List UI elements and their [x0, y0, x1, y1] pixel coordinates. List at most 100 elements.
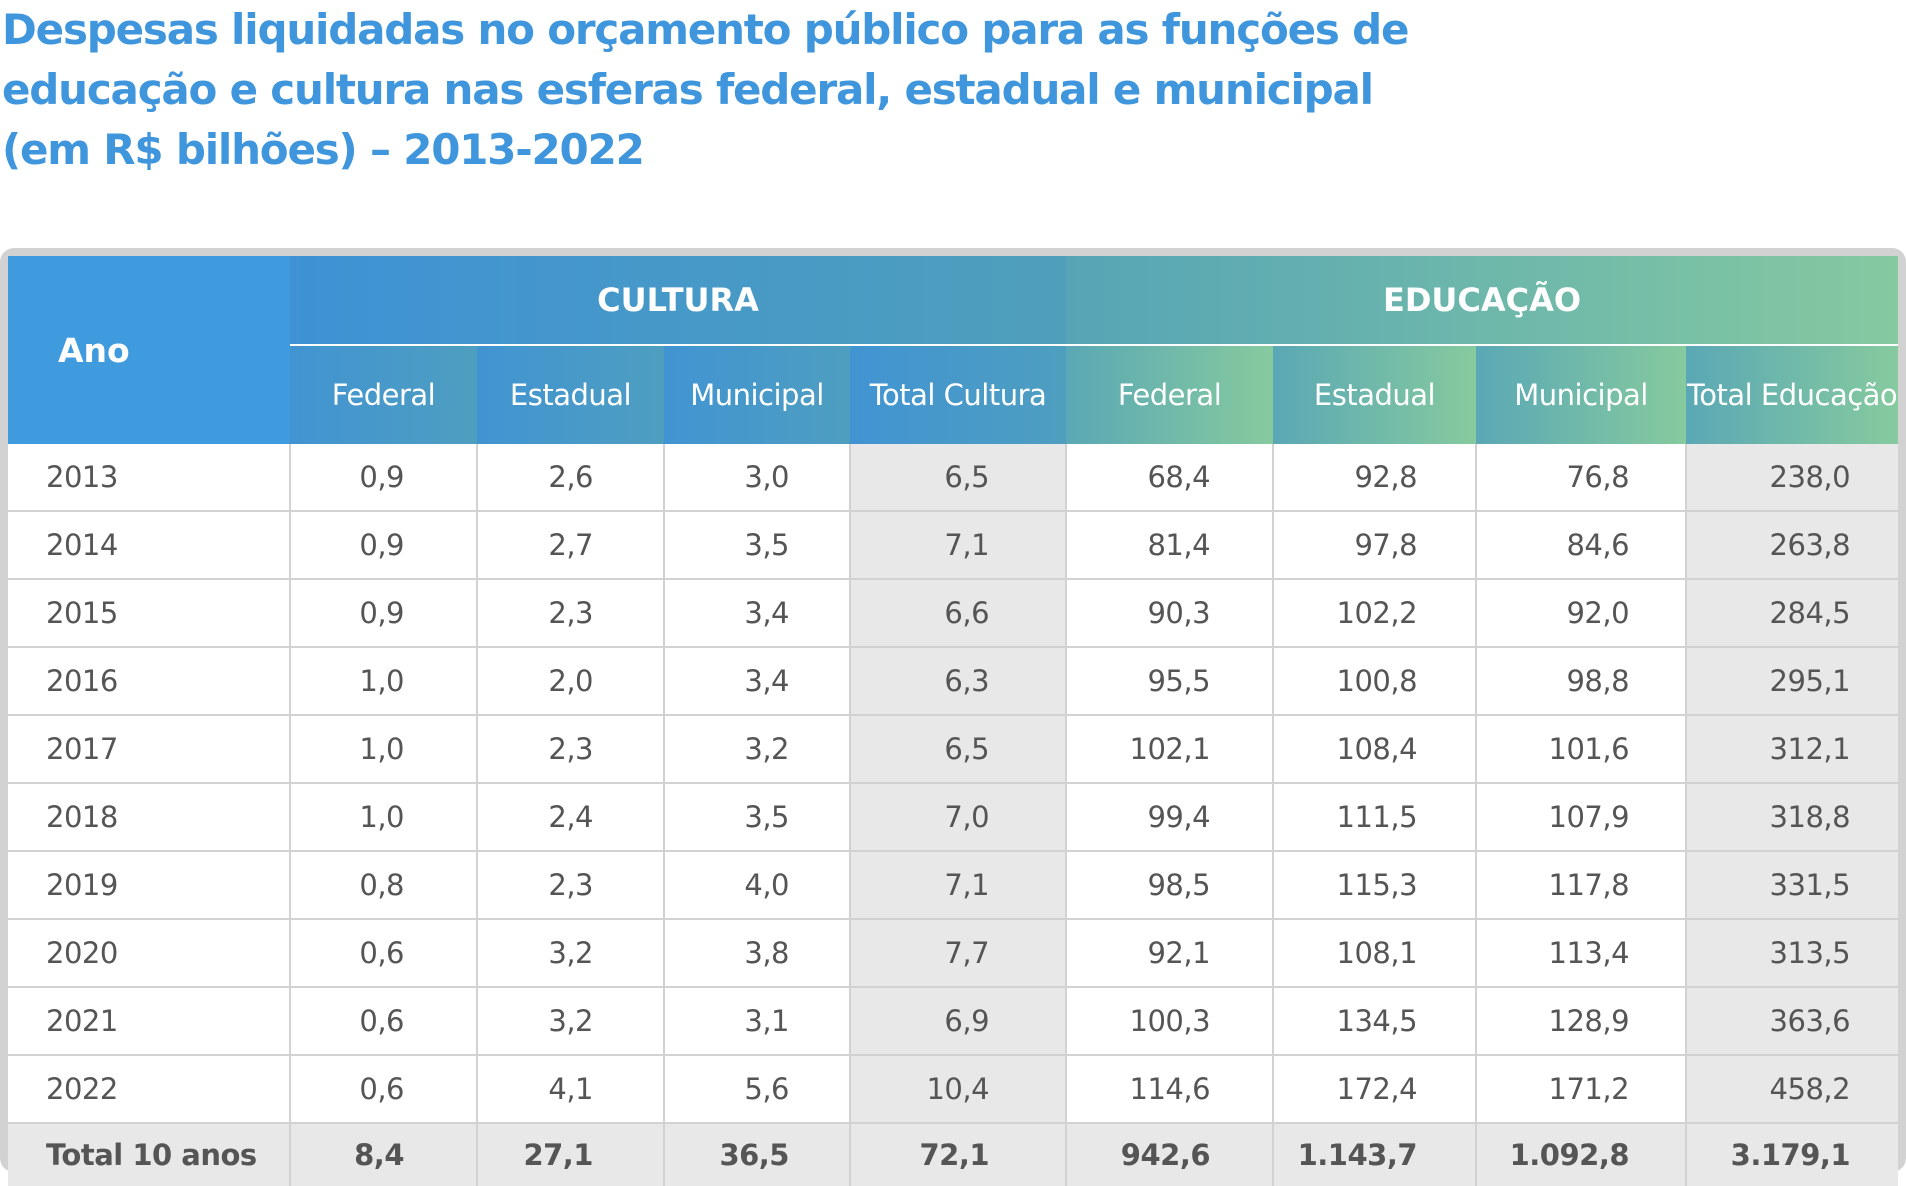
total-cultura-cell: 6,6 — [850, 579, 1068, 648]
total-cell: 72,1 — [850, 1123, 1068, 1186]
table-cell: 2,3 — [477, 579, 665, 648]
table-cell: 0,6 — [290, 919, 478, 988]
year-cell: 2021 — [8, 987, 291, 1056]
table-row: 2018 1,0 2,4 3,5 7,0 99,4 111,5 107,9 31… — [8, 783, 1899, 852]
table-row: 2014 0,9 2,7 3,5 7,1 81,4 97,8 84,6 263,… — [8, 511, 1899, 580]
table-row: 2019 0,8 2,3 4,0 7,1 98,5 115,3 117,8 33… — [8, 851, 1899, 920]
table-row: 2013 0,9 2,6 3,0 6,5 68,4 92,8 76,8 238,… — [8, 444, 1899, 512]
total-educacao-cell: 295,1 — [1686, 647, 1899, 716]
total-educacao-cell: 458,2 — [1686, 1055, 1899, 1124]
table-cell: 2,6 — [477, 444, 665, 512]
header-educacao-estadual: Estadual — [1273, 345, 1477, 444]
table-cell: 172,4 — [1273, 1055, 1478, 1124]
total-cultura-cell: 6,5 — [850, 444, 1068, 512]
header-ano: Ano — [8, 256, 290, 444]
header-cultura: CULTURA — [290, 256, 1067, 346]
title-line: educação e cultura nas esferas federal, … — [2, 65, 1374, 114]
table-cell: 0,6 — [290, 987, 478, 1056]
table-cell: 3,4 — [664, 647, 851, 716]
title-line: (em R$ bilhões) – 2013-2022 — [2, 125, 645, 174]
table-cell: 3,2 — [477, 919, 665, 988]
total-row: Total 10 anos 8,4 27,1 36,5 72,1 942,6 1… — [8, 1123, 1899, 1186]
year-cell: 2019 — [8, 851, 291, 920]
table-row: 2022 0,6 4,1 5,6 10,4 114,6 172,4 171,2 … — [8, 1055, 1899, 1124]
total-educacao-cell: 238,0 — [1686, 444, 1899, 512]
header-cultura-estadual: Estadual — [477, 345, 664, 444]
table-cell: 0,9 — [290, 511, 478, 580]
total-educacao-cell: 331,5 — [1686, 851, 1899, 920]
table-row: 2016 1,0 2,0 3,4 6,3 95,5 100,8 98,8 295… — [8, 647, 1899, 716]
total-educacao-cell: 284,5 — [1686, 579, 1899, 648]
year-cell: 2020 — [8, 919, 291, 988]
header-educacao: EDUCAÇÃO — [1066, 256, 1899, 346]
table-cell: 3,0 — [664, 444, 851, 512]
table-row: 2017 1,0 2,3 3,2 6,5 102,1 108,4 101,6 3… — [8, 715, 1899, 784]
table-cell: 3,2 — [477, 987, 665, 1056]
year-cell: 2016 — [8, 647, 291, 716]
data-table: Ano CULTURA EDUCAÇÃO Federal Estadual Mu… — [8, 256, 1899, 1186]
total-cultura-cell: 7,0 — [850, 783, 1068, 852]
table-cell: 4,0 — [664, 851, 851, 920]
table-cell: 1,0 — [290, 715, 478, 784]
total-cell: 8,4 — [290, 1123, 478, 1186]
table-cell: 3,2 — [664, 715, 851, 784]
table-cell: 76,8 — [1476, 444, 1688, 512]
year-cell: 2017 — [8, 715, 291, 784]
total-educacao-cell: 363,6 — [1686, 987, 1899, 1056]
total-cultura-cell: 7,1 — [850, 511, 1068, 580]
table-cell: 0,6 — [290, 1055, 478, 1124]
header-cultura-federal: Federal — [290, 345, 477, 444]
page-title: Despesas liquidadas no orçamento público… — [2, 0, 1452, 180]
table-cell: 102,2 — [1273, 579, 1478, 648]
table-cell: 111,5 — [1273, 783, 1478, 852]
table-cell: 3,5 — [664, 783, 851, 852]
table-cell: 100,8 — [1273, 647, 1478, 716]
table-cell: 101,6 — [1476, 715, 1688, 784]
table-cell: 117,8 — [1476, 851, 1688, 920]
table-cell: 2,4 — [477, 783, 665, 852]
table-cell: 1,0 — [290, 647, 478, 716]
table-cell: 2,7 — [477, 511, 665, 580]
table-cell: 92,0 — [1476, 579, 1688, 648]
table-cell: 108,4 — [1273, 715, 1478, 784]
table-cell: 134,5 — [1273, 987, 1478, 1056]
table-cell: 113,4 — [1476, 919, 1688, 988]
table-cell: 98,5 — [1066, 851, 1275, 920]
table-cell: 100,3 — [1066, 987, 1275, 1056]
table-cell: 3,1 — [664, 987, 851, 1056]
table-cell: 81,4 — [1066, 511, 1275, 580]
total-cell: 3.179,1 — [1686, 1123, 1899, 1186]
year-cell: 2022 — [8, 1055, 291, 1124]
table-cell: 108,1 — [1273, 919, 1478, 988]
header-cultura-municipal: Municipal — [664, 345, 850, 444]
table-body: 2013 0,9 2,6 3,0 6,5 68,4 92,8 76,8 238,… — [8, 444, 1899, 1186]
total-educacao-cell: 263,8 — [1686, 511, 1899, 580]
total-row-label: Total 10 anos — [8, 1123, 291, 1186]
table-cell: 2,3 — [477, 851, 665, 920]
total-cultura-cell: 6,3 — [850, 647, 1068, 716]
total-educacao-cell: 312,1 — [1686, 715, 1899, 784]
total-cultura-cell: 10,4 — [850, 1055, 1068, 1124]
table-cell: 84,6 — [1476, 511, 1688, 580]
year-cell: 2018 — [8, 783, 291, 852]
total-cell: 27,1 — [477, 1123, 665, 1186]
table-cell: 107,9 — [1476, 783, 1688, 852]
table-cell: 3,5 — [664, 511, 851, 580]
total-cultura-cell: 6,9 — [850, 987, 1068, 1056]
total-cultura-cell: 7,7 — [850, 919, 1068, 988]
total-cultura-cell: 7,1 — [850, 851, 1068, 920]
table-row: 2021 0,6 3,2 3,1 6,9 100,3 134,5 128,9 3… — [8, 987, 1899, 1056]
year-cell: 2015 — [8, 579, 291, 648]
table-cell: 99,4 — [1066, 783, 1275, 852]
table-row: 2020 0,6 3,2 3,8 7,7 92,1 108,1 113,4 31… — [8, 919, 1899, 988]
table-cell: 2,3 — [477, 715, 665, 784]
total-cell: 1.143,7 — [1273, 1123, 1478, 1186]
year-cell: 2014 — [8, 511, 291, 580]
total-cell: 942,6 — [1066, 1123, 1275, 1186]
table-cell: 114,6 — [1066, 1055, 1275, 1124]
table-cell: 0,9 — [290, 444, 478, 512]
table-cell: 98,8 — [1476, 647, 1688, 716]
table-cell: 171,2 — [1476, 1055, 1688, 1124]
total-cell: 36,5 — [664, 1123, 851, 1186]
header-total-educacao: Total Educação — [1686, 345, 1899, 444]
